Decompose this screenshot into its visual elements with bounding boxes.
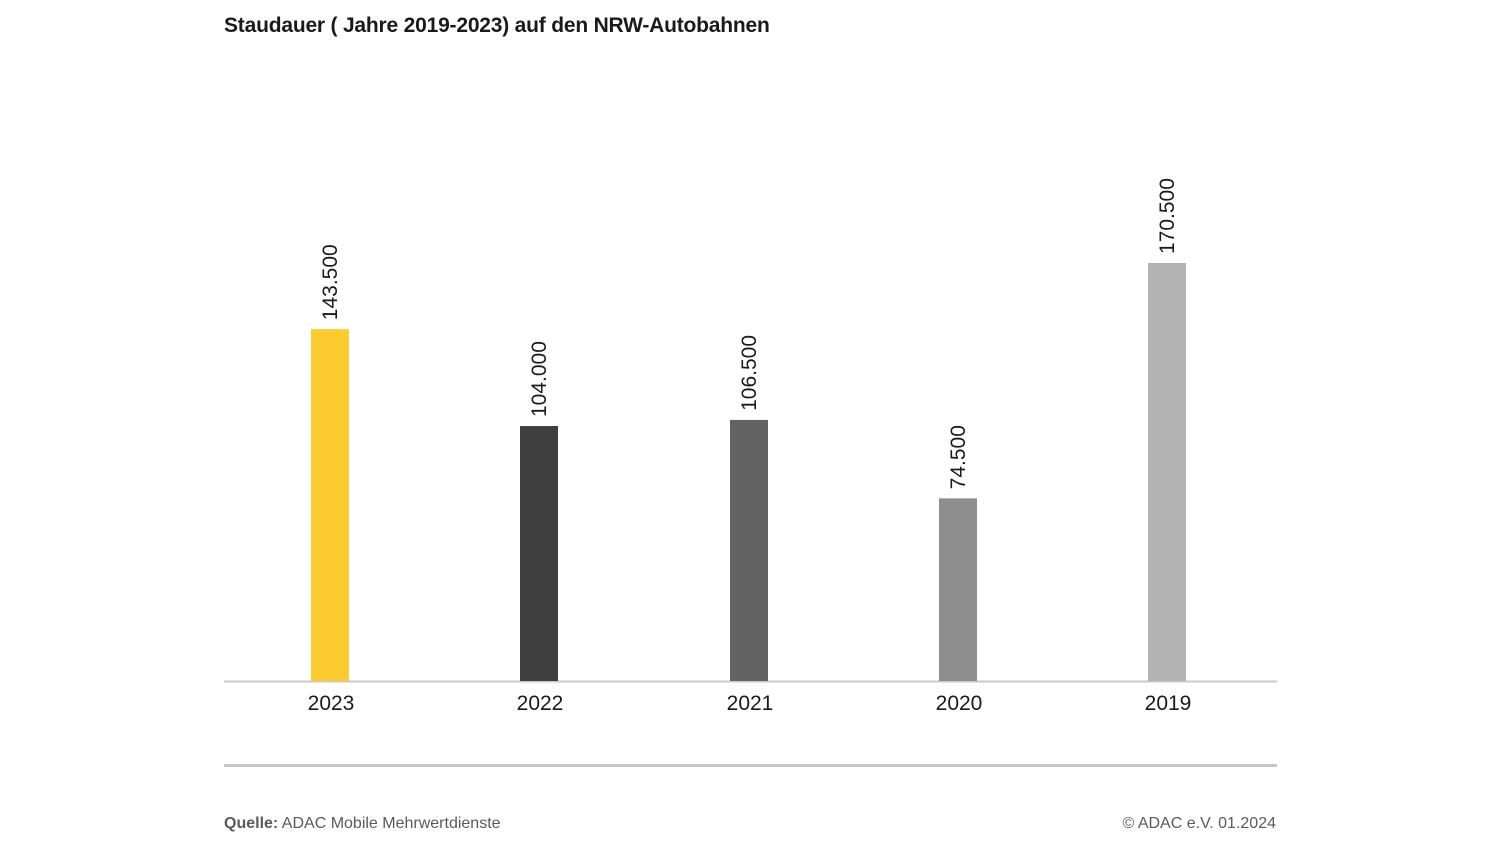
value-label-2023: 143.500 <box>319 244 342 320</box>
value-label-2019: 170.500 <box>1156 178 1179 254</box>
x-tick-label-2023: 2023 <box>308 692 355 715</box>
source-text: ADAC Mobile Mehrwertdienste <box>281 815 501 832</box>
source-label: Quelle: <box>224 815 279 832</box>
x-tick-label-2019: 2019 <box>1145 692 1192 715</box>
chart-title: Staudauer ( Jahre 2019-2023) auf den NRW… <box>224 14 770 37</box>
copyright-note: © ADAC e.V. 01.2024 <box>1122 815 1276 832</box>
source-note: Quelle: ADAC Mobile Mehrwertdienste <box>224 815 501 833</box>
x-tick-label-2022: 2022 <box>517 692 564 715</box>
bar-2020 <box>939 498 977 681</box>
bar-2022 <box>520 426 558 681</box>
bar-2019 <box>1148 263 1186 681</box>
value-label-2022: 104.000 <box>528 341 551 417</box>
bar-2023 <box>311 329 349 681</box>
x-tick-label-2020: 2020 <box>936 692 983 715</box>
value-label-2021: 106.500 <box>738 335 761 411</box>
x-tick-label-2021: 2021 <box>727 692 774 715</box>
footer-divider <box>224 764 1277 767</box>
bar-2021 <box>730 419 768 681</box>
value-label-2020: 74.500 <box>947 425 970 489</box>
